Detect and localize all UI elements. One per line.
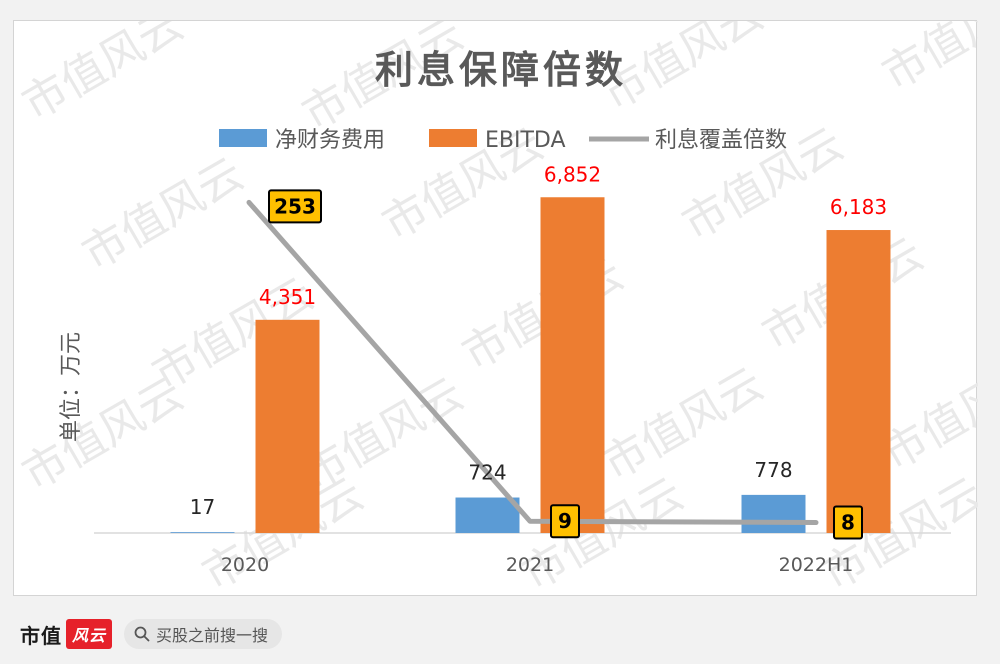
legend-swatch [219, 129, 267, 147]
coverage-ratio-label-box [268, 189, 322, 224]
legend: 净财务费用 EBITDA 利息覆盖倍数 [219, 128, 787, 153]
net-finance-cost-data-label: 17 [190, 495, 215, 519]
legend-swatch [429, 129, 477, 147]
search-button[interactable]: 买股之前搜一搜 [124, 619, 283, 649]
watermark-text: 市值风云 [594, 358, 772, 490]
search-icon [134, 626, 150, 642]
ebitda-bar [540, 197, 605, 533]
coverage-ratio-label-box [833, 505, 863, 540]
chart-card: 市值风云 市值风云 市值风云 市值风云 市值风云 市值风云 市值风云 市值风云 市值风云 市值风云… [13, 20, 978, 597]
coverage-ratio-label-box [550, 504, 580, 539]
net-finance-cost-bar [170, 532, 235, 533]
legend-label: EBITDA [485, 128, 566, 153]
ebitda-data-label: 4,351 [259, 285, 316, 309]
watermark-text: 市值风云 [14, 21, 192, 131]
x-tick-labels: 2020 2021 2022H1 [221, 554, 854, 576]
x-tick-label: 2021 [506, 554, 554, 576]
watermark-text: 市值风云 [874, 21, 978, 101]
watermark-text: 市值风云 [74, 148, 252, 280]
net-finance-cost-data-label: 778 [754, 458, 792, 482]
footer-bar: 市值 风云 买股之前搜一搜 [20, 618, 283, 650]
line-series-group [246, 199, 819, 526]
chart-title: 利息保障倍数 [375, 48, 627, 92]
brand-logo: 风云 [66, 619, 113, 649]
ebitda-bar [826, 230, 891, 533]
coverage-ratio-data-label: 253 [274, 194, 316, 218]
coverage-ratio-line [246, 199, 819, 526]
watermark-text: 市值风云 [294, 368, 472, 500]
y-axis-label: 单位：万元 [59, 332, 84, 442]
brand-name: 市值 [20, 623, 62, 648]
bars-group [170, 197, 891, 533]
data-labels-group: 17 4,351 724 6,852 778 6,183 253 9 8 [190, 162, 887, 540]
x-tick-label: 2022H1 [779, 554, 854, 576]
net-finance-cost-data-label: 724 [468, 461, 506, 485]
x-tick-label: 2020 [221, 554, 269, 576]
net-finance-cost-bar [455, 497, 520, 533]
watermark-text: 市值风云 [14, 368, 192, 500]
coverage-ratio-data-label: 8 [841, 511, 855, 535]
ebitda-data-label: 6,183 [830, 195, 887, 219]
ebitda-data-label: 6,852 [544, 162, 601, 186]
net-finance-cost-bar [741, 494, 806, 533]
legend-label: 利息覆盖倍数 [655, 128, 787, 153]
legend-label: 净财务费用 [275, 128, 385, 153]
coverage-ratio-data-label: 9 [558, 509, 572, 533]
search-placeholder: 买股之前搜一搜 [156, 626, 269, 645]
ebitda-bar [255, 319, 320, 533]
